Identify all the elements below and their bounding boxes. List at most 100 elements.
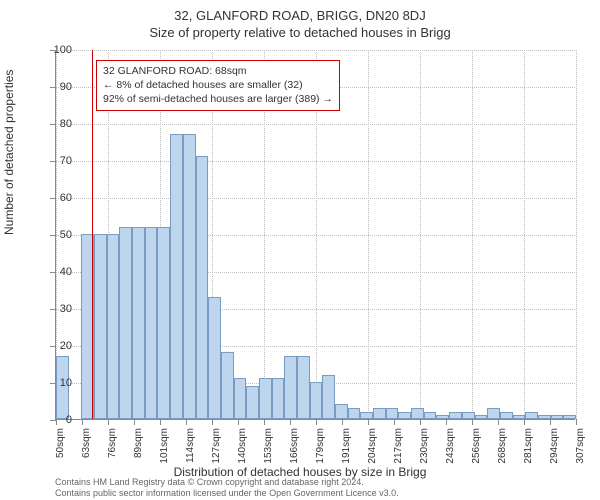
y-tick-label: 40 [42, 266, 72, 278]
x-tick [472, 419, 473, 425]
plot: 32 GLANFORD ROAD: 68sqm← 8% of detached … [55, 50, 575, 420]
x-tick-label: 204sqm [367, 428, 378, 468]
x-tick [212, 419, 213, 425]
x-tick [264, 419, 265, 425]
x-tick-label: 179sqm [315, 428, 326, 468]
histogram-bar [500, 412, 513, 419]
histogram-bar [525, 412, 538, 419]
x-tick [290, 419, 291, 425]
grid-line [524, 50, 525, 419]
x-tick-label: 101sqm [159, 428, 170, 468]
footer-attribution: Contains HM Land Registry data © Crown c… [55, 477, 399, 498]
histogram-bar [475, 415, 488, 419]
x-tick [134, 419, 135, 425]
y-tick-label: 100 [42, 44, 72, 56]
histogram-bar [348, 408, 361, 419]
histogram-bar [386, 408, 399, 419]
x-tick [342, 419, 343, 425]
x-tick-label: 114sqm [185, 428, 196, 468]
x-tick-label: 230sqm [419, 428, 430, 468]
histogram-bar [170, 134, 183, 419]
y-tick-label: 20 [42, 340, 72, 352]
chart-subtitle: Size of property relative to detached ho… [0, 23, 600, 40]
y-tick-label: 50 [42, 229, 72, 241]
histogram-bar [157, 227, 170, 419]
x-tick-label: 294sqm [549, 428, 560, 468]
page-title: 32, GLANFORD ROAD, BRIGG, DN20 8DJ [0, 0, 600, 23]
y-tick-label: 70 [42, 155, 72, 167]
histogram-bar [145, 227, 158, 419]
grid-line [576, 50, 577, 419]
y-tick-label: 0 [42, 414, 72, 426]
x-tick-label: 50sqm [55, 428, 66, 468]
x-tick [576, 419, 577, 425]
histogram-bar [119, 227, 132, 419]
x-tick [394, 419, 395, 425]
chart-area: 32 GLANFORD ROAD: 68sqm← 8% of detached … [55, 50, 575, 420]
x-tick [446, 419, 447, 425]
x-tick-label: 166sqm [289, 428, 300, 468]
x-tick-label: 89sqm [133, 428, 144, 468]
histogram-bar [107, 234, 120, 419]
annotation-line: 32 GLANFORD ROAD: 68sqm [103, 64, 333, 78]
x-tick [108, 419, 109, 425]
x-tick [316, 419, 317, 425]
x-tick [550, 419, 551, 425]
histogram-bar [563, 415, 576, 419]
histogram-bar [462, 412, 475, 419]
grid-line [368, 50, 369, 419]
x-tick-label: 140sqm [237, 428, 248, 468]
x-tick-label: 268sqm [497, 428, 508, 468]
histogram-bar [234, 378, 247, 419]
y-tick-label: 90 [42, 81, 72, 93]
y-tick-label: 60 [42, 192, 72, 204]
histogram-bar [310, 382, 323, 419]
x-tick-label: 307sqm [575, 428, 586, 468]
histogram-bar [132, 227, 145, 419]
histogram-bar [246, 386, 259, 419]
footer-line-2: Contains public sector information licen… [55, 488, 399, 498]
x-tick [186, 419, 187, 425]
x-tick-label: 256sqm [471, 428, 482, 468]
x-tick-label: 127sqm [211, 428, 222, 468]
annotation-line: 92% of semi-detached houses are larger (… [103, 92, 333, 106]
marker-line [92, 50, 93, 419]
histogram-bar [284, 356, 297, 419]
histogram-bar [487, 408, 500, 419]
histogram-bar [322, 375, 335, 419]
y-axis-label: Number of detached properties [2, 70, 16, 235]
x-tick [498, 419, 499, 425]
annotation-box: 32 GLANFORD ROAD: 68sqm← 8% of detached … [96, 60, 340, 111]
histogram-bar [297, 356, 310, 419]
histogram-bar [424, 412, 437, 419]
x-tick-label: 76sqm [107, 428, 118, 468]
histogram-bar [272, 378, 285, 419]
annotation-line: ← 8% of detached houses are smaller (32) [103, 78, 333, 92]
histogram-bar [196, 156, 209, 419]
histogram-bar [208, 297, 221, 419]
x-tick-label: 63sqm [81, 428, 92, 468]
x-tick [82, 419, 83, 425]
histogram-bar [551, 415, 564, 419]
histogram-bar [259, 378, 272, 419]
x-tick-label: 281sqm [523, 428, 534, 468]
footer-line-1: Contains HM Land Registry data © Crown c… [55, 477, 399, 487]
histogram-bar [94, 234, 107, 419]
histogram-bar [398, 412, 411, 419]
y-tick-label: 30 [42, 303, 72, 315]
histogram-bar [360, 412, 373, 419]
y-tick-label: 10 [42, 377, 72, 389]
histogram-bar [449, 412, 462, 419]
x-tick [368, 419, 369, 425]
x-tick-label: 243sqm [445, 428, 456, 468]
histogram-bar [183, 134, 196, 419]
x-tick [238, 419, 239, 425]
x-tick-label: 217sqm [393, 428, 404, 468]
grid-line [472, 50, 473, 419]
x-tick [420, 419, 421, 425]
x-tick [160, 419, 161, 425]
histogram-bar [411, 408, 424, 419]
histogram-bar [335, 404, 348, 419]
y-tick-label: 80 [42, 118, 72, 130]
x-tick-label: 153sqm [263, 428, 274, 468]
